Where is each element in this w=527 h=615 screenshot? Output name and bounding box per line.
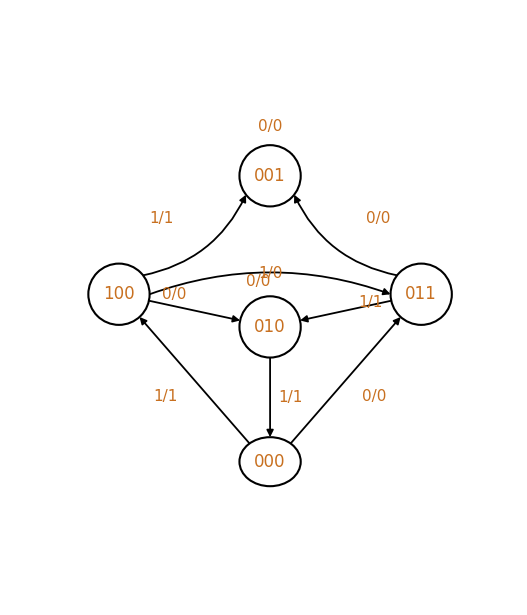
Text: 0/0: 0/0 (162, 287, 187, 302)
Ellipse shape (239, 437, 301, 486)
Text: 000: 000 (255, 453, 286, 470)
Text: 1/0: 1/0 (258, 266, 282, 281)
Text: 0/0: 0/0 (246, 274, 270, 290)
Text: 0/0: 0/0 (366, 211, 391, 226)
FancyArrowPatch shape (267, 357, 273, 435)
Ellipse shape (391, 264, 452, 325)
Ellipse shape (239, 296, 301, 357)
Text: 0/0: 0/0 (258, 119, 282, 134)
FancyArrowPatch shape (143, 197, 245, 276)
FancyArrowPatch shape (255, 150, 292, 204)
Text: 100: 100 (103, 285, 135, 303)
FancyArrowPatch shape (150, 272, 389, 295)
Text: 011: 011 (405, 285, 437, 303)
Text: 1/1: 1/1 (358, 295, 383, 310)
Ellipse shape (239, 145, 301, 207)
Text: 1/1: 1/1 (150, 211, 174, 226)
FancyArrowPatch shape (295, 197, 397, 276)
Text: 010: 010 (254, 318, 286, 336)
FancyArrowPatch shape (149, 301, 238, 322)
FancyArrowPatch shape (141, 319, 250, 443)
Text: 0/0: 0/0 (362, 389, 386, 404)
FancyArrowPatch shape (248, 299, 283, 355)
Text: 1/1: 1/1 (278, 390, 302, 405)
Ellipse shape (89, 264, 150, 325)
Text: 001: 001 (254, 167, 286, 184)
FancyArrowPatch shape (302, 301, 391, 322)
FancyArrowPatch shape (290, 319, 399, 443)
Text: 1/1: 1/1 (154, 389, 178, 404)
